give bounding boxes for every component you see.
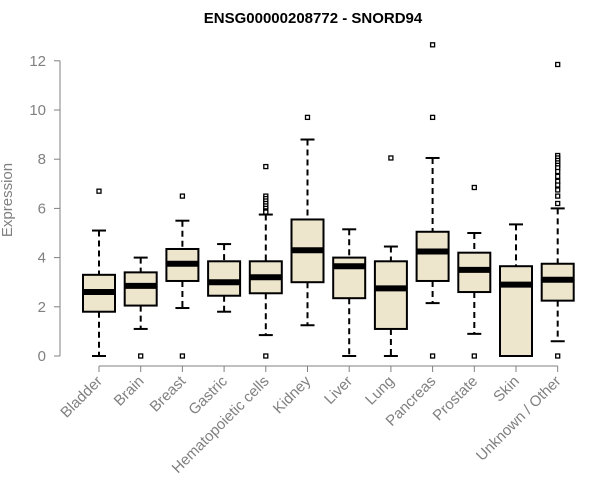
outlier-point xyxy=(471,184,477,191)
outlier-point xyxy=(179,193,186,199)
y-tick-label: 8 xyxy=(38,151,46,168)
box-iqr xyxy=(207,260,242,297)
x-tick-label: Liver xyxy=(321,373,356,408)
outlier-point xyxy=(555,168,561,175)
outlier-point xyxy=(429,42,436,48)
x-tick-label: Bladder xyxy=(57,373,106,422)
y-tick-label: 12 xyxy=(29,53,46,70)
box-pancreas xyxy=(415,42,450,359)
y-axis: 0 2 4 6 8 10 12 xyxy=(29,53,61,365)
x-tick-label: Lung xyxy=(362,373,398,409)
y-tick-label: 0 xyxy=(38,348,46,365)
box-lung xyxy=(373,155,408,357)
outlier-point xyxy=(555,61,561,68)
x-tick-label: Breast xyxy=(147,372,190,415)
outlier-point xyxy=(138,353,144,359)
outlier-point xyxy=(179,353,186,359)
outlier-point xyxy=(555,187,561,193)
y-tick-label: 4 xyxy=(38,250,46,267)
chart-title: ENSG00000208772 - SNORD94 xyxy=(204,10,423,27)
outlier-point xyxy=(429,353,436,359)
box-brain xyxy=(123,256,158,359)
box-kidney xyxy=(290,114,325,327)
box-iqr xyxy=(415,230,450,282)
box-prostate xyxy=(457,184,492,359)
box-iqr xyxy=(373,260,408,330)
outlier-point xyxy=(555,193,561,199)
box-breast xyxy=(165,193,200,359)
outlier-point xyxy=(555,200,561,207)
x-tick-label: Kidney xyxy=(270,372,315,417)
boxplot-series xyxy=(82,42,575,359)
outlier-point xyxy=(263,163,269,170)
outlier-point xyxy=(304,114,311,121)
box-hematopoietic-cells xyxy=(248,163,283,359)
outlier-point xyxy=(263,353,269,359)
outlier-point xyxy=(429,114,436,121)
outlier-point xyxy=(555,173,561,180)
box-iqr xyxy=(499,265,533,357)
y-tick-label: 10 xyxy=(29,102,46,119)
outlier-point xyxy=(555,353,561,359)
outlier-point xyxy=(263,209,269,215)
box-iqr xyxy=(123,271,158,307)
y-tick-label: 2 xyxy=(38,299,46,316)
box-bladder xyxy=(82,188,116,357)
box-unknown-other xyxy=(540,61,575,359)
outlier-point xyxy=(471,353,477,359)
x-tick-label: Skin xyxy=(490,373,523,406)
outlier-point xyxy=(555,182,561,188)
box-liver xyxy=(332,228,367,357)
x-tick-label: Prostate xyxy=(430,373,482,425)
x-tick-label: Brain xyxy=(111,373,148,410)
outlier-point xyxy=(388,155,394,161)
outlier-point xyxy=(96,188,102,194)
y-axis-title: Expression xyxy=(0,163,16,237)
y-tick-label: 6 xyxy=(38,200,46,217)
box-skin xyxy=(499,223,533,357)
box-gastric xyxy=(207,243,242,313)
